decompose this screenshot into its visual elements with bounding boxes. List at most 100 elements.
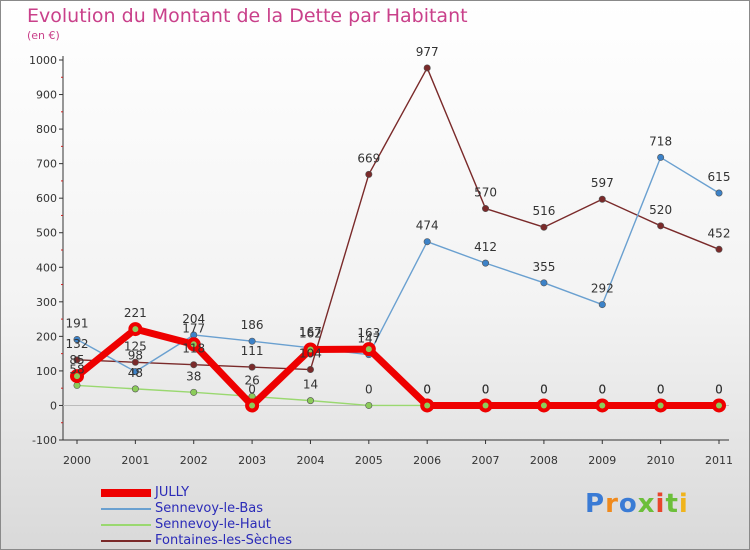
legend-label: JULLY bbox=[155, 485, 190, 500]
data-point-center bbox=[74, 373, 80, 380]
data-label: 26 bbox=[244, 373, 259, 387]
data-label: 452 bbox=[708, 226, 731, 240]
data-point bbox=[365, 170, 373, 178]
brand-letter: P bbox=[585, 489, 606, 519]
data-point bbox=[365, 401, 373, 409]
y-tick-label: -100 bbox=[32, 434, 57, 447]
x-tick-label: 2001 bbox=[121, 454, 149, 467]
data-point bbox=[598, 301, 606, 309]
data-point bbox=[482, 259, 490, 267]
data-label: 0 bbox=[657, 382, 665, 396]
data-label: 167 bbox=[299, 325, 322, 339]
y-tick-label: 800 bbox=[36, 123, 57, 136]
data-point bbox=[482, 205, 490, 213]
data-point bbox=[423, 64, 431, 72]
data-label: 0 bbox=[540, 382, 548, 396]
data-label: 718 bbox=[649, 134, 672, 148]
x-tick-label: 2005 bbox=[355, 454, 383, 467]
data-label: 597 bbox=[591, 176, 614, 190]
data-label: 147 bbox=[357, 332, 380, 346]
series-line bbox=[76, 67, 720, 371]
data-point-center bbox=[599, 402, 606, 409]
data-labels: 132 125 118 111 104 669 977 570 516 597 520 452 191 9… bbox=[66, 45, 731, 397]
x-tick-label: 2009 bbox=[588, 454, 616, 467]
x-tick-label: 2004 bbox=[296, 454, 324, 467]
series-layer bbox=[70, 64, 726, 413]
x-axis-ticks: 2000 2001 2002 2003 2004 2005 2006 2007 2008 2009… bbox=[63, 440, 733, 467]
data-label: 163 bbox=[357, 326, 380, 340]
data-point bbox=[715, 189, 723, 197]
data-label: 38 bbox=[186, 369, 201, 383]
data-label: 125 bbox=[124, 339, 147, 353]
data-point bbox=[540, 223, 548, 231]
legend-swatch bbox=[101, 540, 151, 542]
brand-letter: i bbox=[655, 489, 666, 519]
data-point bbox=[131, 385, 139, 393]
x-tick-label: 2011 bbox=[705, 454, 733, 467]
data-point bbox=[657, 153, 665, 161]
x-tick-label: 2006 bbox=[413, 454, 441, 467]
data-point-center bbox=[540, 402, 547, 409]
y-axis-ticks: -100 0 100 200 300 400 500 600 700 800 900 1000 bbox=[29, 54, 63, 447]
data-label: 132 bbox=[66, 337, 89, 351]
x-tick-label: 2000 bbox=[63, 454, 91, 467]
data-label: 191 bbox=[66, 316, 89, 330]
data-point-center bbox=[307, 346, 314, 353]
data-point bbox=[131, 368, 139, 376]
data-label: 0 bbox=[715, 382, 723, 396]
data-label: 204 bbox=[182, 312, 205, 326]
legend-label: Sennevoy-le-Haut bbox=[155, 517, 271, 532]
data-label: 520 bbox=[649, 203, 672, 217]
axes bbox=[62, 56, 729, 441]
data-label: 0 bbox=[482, 382, 490, 396]
data-label: 0 bbox=[540, 382, 548, 396]
data-label: 177 bbox=[182, 321, 205, 335]
data-point-center bbox=[482, 402, 489, 409]
data-point-center bbox=[424, 402, 431, 409]
legend-swatch bbox=[101, 489, 151, 497]
data-point bbox=[73, 335, 81, 343]
data-point-center bbox=[716, 402, 722, 409]
data-point-center bbox=[249, 402, 256, 409]
data-point bbox=[73, 381, 81, 389]
legend-swatch bbox=[101, 508, 151, 510]
data-label: 162 bbox=[299, 326, 322, 340]
data-point bbox=[131, 358, 139, 366]
x-tick-label: 2008 bbox=[530, 454, 558, 467]
data-label: 14 bbox=[303, 378, 318, 392]
data-label: 669 bbox=[357, 151, 380, 165]
data-point bbox=[423, 238, 431, 246]
data-label: 0 bbox=[598, 382, 606, 396]
data-point-center bbox=[190, 341, 197, 348]
chart-title: Evolution du Montant de la Dette par Hab… bbox=[27, 5, 468, 27]
data-label: 412 bbox=[474, 240, 497, 254]
data-label: 474 bbox=[416, 219, 439, 233]
data-label: 221 bbox=[124, 306, 147, 320]
data-label: 977 bbox=[416, 45, 439, 59]
data-label: 516 bbox=[532, 204, 555, 218]
data-label: 0 bbox=[657, 382, 665, 396]
data-label: 48 bbox=[128, 366, 143, 380]
data-point bbox=[306, 366, 314, 374]
data-label: 104 bbox=[299, 347, 322, 361]
y-tick-label: 700 bbox=[36, 158, 57, 171]
data-point bbox=[657, 222, 665, 230]
y-tick-label: 900 bbox=[36, 89, 57, 102]
brand-letter: i bbox=[678, 489, 689, 519]
data-label: 0 bbox=[365, 382, 373, 396]
data-label: 292 bbox=[591, 282, 614, 296]
data-label: 0 bbox=[598, 382, 606, 396]
x-tick-label: 2003 bbox=[238, 454, 266, 467]
data-point bbox=[248, 363, 256, 371]
brand-letter: t bbox=[665, 489, 679, 519]
y-tick-label: 200 bbox=[36, 330, 57, 343]
data-label: 186 bbox=[241, 318, 264, 332]
legend-label: Fontaines-les-Sèches bbox=[155, 533, 293, 548]
data-point-center bbox=[657, 402, 664, 409]
data-label: 85 bbox=[69, 353, 84, 367]
data-point bbox=[715, 245, 723, 253]
y-tick-label: 500 bbox=[36, 227, 57, 240]
data-label: 0 bbox=[248, 382, 256, 396]
data-label: 355 bbox=[532, 260, 555, 274]
